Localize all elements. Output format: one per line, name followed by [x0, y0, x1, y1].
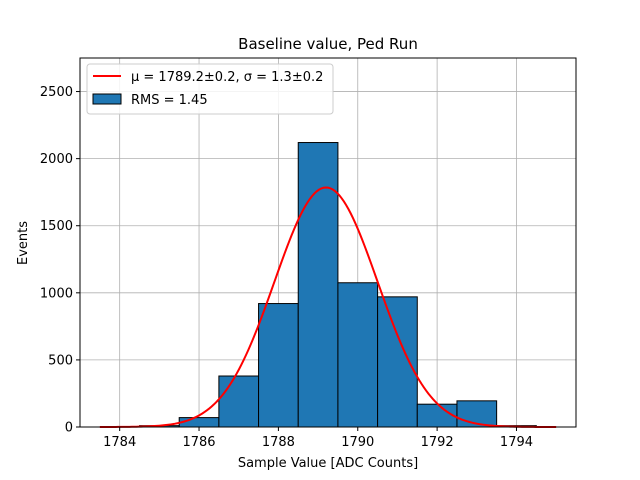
x-axis: 1784 1786 1788 1790 1792 1794: [103, 427, 533, 450]
x-axis-label: Sample Value [ADC Counts]: [238, 456, 418, 471]
histogram-bars: [139, 142, 537, 428]
histogram-bar: [337, 282, 379, 428]
gaussian-fit: [99, 186, 557, 428]
histogram-bar: [416, 403, 458, 428]
histogram-bar: [297, 142, 339, 428]
plot-frame: [79, 57, 577, 428]
legend: μ = 1789.2±0.2, σ = 1.3±0.2 RMS = 1.45: [86, 63, 334, 115]
y-tick-label: 0: [65, 421, 73, 436]
x-tick-label: 1792: [421, 435, 454, 450]
x-tick-label: 1786: [182, 435, 215, 450]
legend-hist-label: RMS = 1.45: [131, 93, 208, 108]
fit-curve: [99, 186, 557, 428]
y-tick-label: 1000: [40, 286, 73, 301]
histogram-bar: [178, 417, 220, 428]
histogram-bar: [377, 296, 418, 428]
chart-title: Baseline value, Ped Run: [238, 35, 418, 53]
legend-fit-label: μ = 1789.2±0.2, σ = 1.3±0.2: [131, 70, 323, 85]
x-tick-label: 1790: [341, 435, 374, 450]
y-tick-label: 500: [48, 353, 73, 368]
legend-hist-swatch: [92, 93, 122, 105]
histogram-bar: [258, 303, 299, 428]
legend-box: [86, 63, 334, 115]
y-axis-label: Events: [16, 221, 31, 265]
y-tick-label: 1500: [40, 219, 73, 234]
x-tick-label: 1784: [103, 435, 136, 450]
y-axis: 0 500 1000 1500 2000 2500: [40, 85, 80, 436]
y-tick-label: 2500: [40, 85, 73, 100]
histogram-bar: [218, 375, 260, 428]
y-tick-label: 2000: [40, 152, 73, 167]
x-tick-label: 1794: [500, 435, 533, 450]
x-tick-label: 1788: [262, 435, 295, 450]
